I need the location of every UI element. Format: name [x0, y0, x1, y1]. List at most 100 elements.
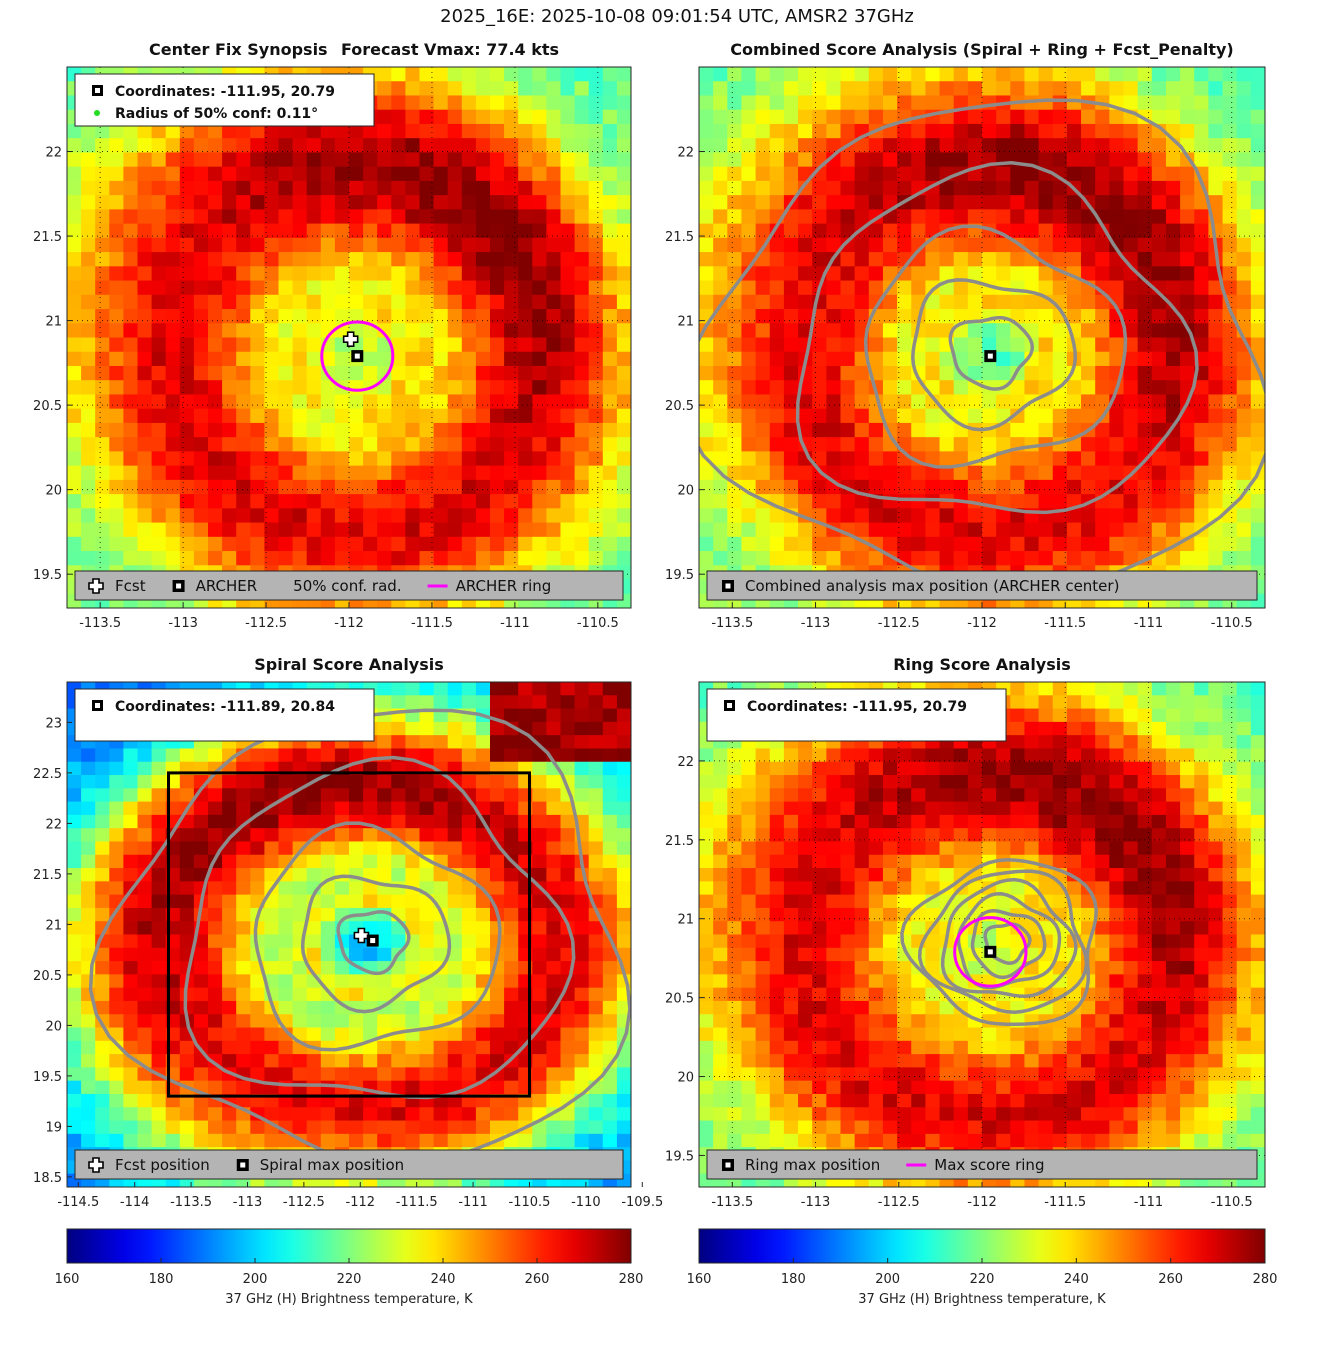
- heatmap-cell: [137, 987, 153, 1002]
- heatmap-cell: [1095, 152, 1110, 168]
- panel-ring-score: -113.5 -113 -112.5 -112 -111.5 -111 -110.519.5…: [665, 655, 1266, 1210]
- heatmap-cell: [532, 814, 547, 829]
- heatmap-cell: [560, 81, 576, 97]
- heatmap-cell: [532, 294, 547, 310]
- x-tick-label: -113.5: [170, 1195, 212, 1210]
- heatmap-cell: [151, 1120, 167, 1135]
- heatmap-cell: [602, 1040, 618, 1055]
- heatmap-cell: [278, 522, 294, 538]
- heatmap-cell: [1222, 721, 1238, 736]
- heatmap-cell: [532, 947, 547, 962]
- heatmap-cell: [532, 337, 547, 353]
- heatmap-cell: [264, 961, 280, 975]
- heatmap-cell: [306, 881, 322, 896]
- heatmap-cell: [602, 708, 618, 723]
- legend-label: ARCHER: [196, 577, 258, 595]
- heatmap-cell: [546, 209, 562, 225]
- heatmap-cell: [461, 974, 477, 989]
- heatmap-cell: [588, 123, 604, 139]
- heatmap-cell: [1095, 479, 1110, 495]
- heatmap-cell: [699, 223, 714, 239]
- heatmap-cell: [179, 868, 195, 882]
- heatmap-cell: [546, 801, 562, 816]
- heatmap-cell: [1222, 422, 1238, 438]
- heatmap-cell: [602, 266, 618, 282]
- heatmap-cell: [391, 266, 406, 282]
- heatmap-cell: [1137, 494, 1153, 509]
- heatmap-cell: [1137, 237, 1153, 253]
- heatmap-cell: [1123, 95, 1139, 111]
- heatmap-cell: [123, 1133, 139, 1148]
- heatmap-cell: [179, 775, 195, 789]
- heatmap-cell: [532, 536, 547, 552]
- heatmap-cell: [560, 252, 576, 267]
- heatmap-cell: [1010, 735, 1026, 750]
- heatmap-cell: [741, 323, 757, 339]
- heatmap-cell: [1250, 682, 1265, 696]
- heatmap-cell: [699, 465, 714, 481]
- heatmap-cell: [264, 1133, 280, 1148]
- heatmap-cell: [1250, 337, 1265, 353]
- heatmap-cell: [81, 166, 96, 182]
- heatmap-cell: [826, 465, 842, 481]
- heatmap-cell: [518, 422, 533, 438]
- heatmap-cell: [798, 123, 813, 139]
- heatmap-cell: [1165, 95, 1181, 111]
- heatmap-cell: [109, 987, 124, 1002]
- heatmap-cell: [1109, 422, 1125, 438]
- heatmap-cell: [588, 479, 604, 495]
- heatmap-cell: [616, 775, 631, 789]
- heatmap-cell: [1194, 252, 1209, 267]
- heatmap-cell: [1208, 465, 1224, 481]
- heatmap-cell: [1038, 67, 1054, 82]
- heatmap-cell: [81, 1027, 96, 1042]
- heatmap-cell: [1151, 123, 1167, 139]
- legend-fcst-icon: [88, 1157, 104, 1173]
- heatmap-cell: [95, 1054, 110, 1068]
- heatmap-cell: [1024, 138, 1040, 154]
- heatmap-cell: [151, 166, 167, 182]
- heatmap-cell: [363, 166, 378, 182]
- heatmap-cell: [783, 748, 799, 763]
- heatmap-cell: [292, 961, 308, 975]
- heatmap-cell: [193, 195, 209, 210]
- heatmap-cell: [67, 351, 82, 367]
- heatmap-cell: [783, 180, 799, 196]
- heatmap-cell: [812, 551, 827, 566]
- heatmap-cell: [560, 152, 576, 168]
- heatmap-cell: [1236, 81, 1252, 97]
- heatmap-cell: [1165, 735, 1181, 750]
- heatmap-cell: [1024, 166, 1040, 182]
- heatmap-cell: [616, 138, 631, 154]
- heatmap-cell: [165, 223, 181, 239]
- heatmap-cell: [320, 437, 336, 452]
- heatmap-cell: [588, 854, 604, 869]
- heatmap-cell: [236, 280, 251, 296]
- heatmap-cell: [278, 1054, 294, 1068]
- heatmap-cell: [137, 223, 153, 239]
- heatmap-cell: [840, 166, 856, 182]
- heatmap-cell: [1081, 708, 1096, 723]
- heatmap-cell: [236, 1133, 251, 1148]
- heatmap-cell: [532, 854, 547, 869]
- heatmap-cell: [532, 735, 547, 750]
- heatmap-cell: [1180, 180, 1195, 196]
- heatmap-cell: [490, 788, 505, 803]
- heatmap-cell: [755, 337, 771, 353]
- heatmap-cell: [292, 1080, 308, 1095]
- heatmap-cell: [1123, 479, 1139, 495]
- heatmap-cell: [165, 522, 181, 538]
- heatmap-cell: [475, 1000, 491, 1015]
- heatmap-cell: [532, 95, 547, 111]
- heatmap-cell: [236, 337, 251, 353]
- heatmap-cell: [179, 337, 195, 353]
- heatmap-cell: [616, 1080, 631, 1095]
- heatmap-cell: [447, 266, 463, 282]
- heatmap-cell: [812, 408, 827, 424]
- heatmap-cell: [208, 394, 223, 410]
- heatmap-cell: [1194, 437, 1209, 452]
- heatmap-cell: [1236, 123, 1252, 139]
- heatmap-cell: [925, 138, 941, 154]
- heatmap-cell: [504, 223, 519, 239]
- heatmap-cell: [982, 237, 997, 253]
